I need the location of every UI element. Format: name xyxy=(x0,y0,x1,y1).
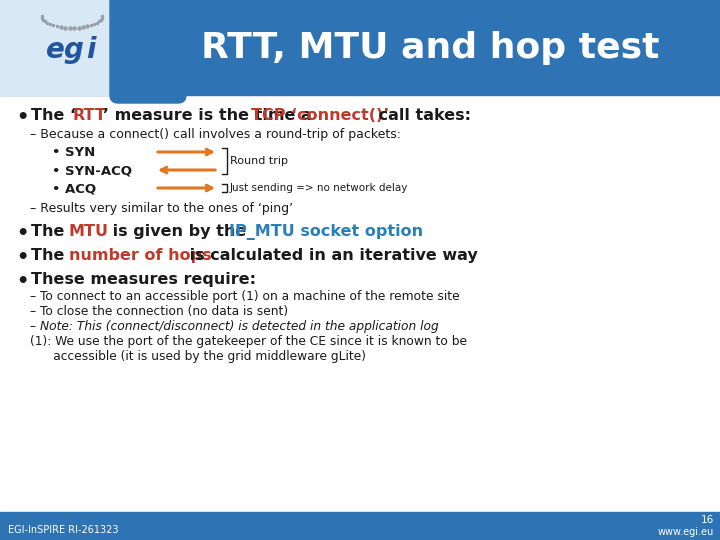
Text: i: i xyxy=(86,36,96,64)
Text: 16: 16 xyxy=(701,515,714,525)
FancyBboxPatch shape xyxy=(110,0,186,103)
Text: TCP ‘connect()’: TCP ‘connect()’ xyxy=(251,108,390,123)
Text: ’ measure is the time a: ’ measure is the time a xyxy=(103,108,318,123)
Text: •: • xyxy=(16,272,28,291)
Text: – Note: This (connect/disconnect) is detected in the application log: – Note: This (connect/disconnect) is det… xyxy=(30,320,438,333)
Text: MTU: MTU xyxy=(69,224,109,239)
Text: Just sending => no network delay: Just sending => no network delay xyxy=(230,183,408,193)
Text: call takes:: call takes: xyxy=(373,108,471,123)
Text: •: • xyxy=(16,224,28,243)
Text: The: The xyxy=(31,224,70,239)
Text: g: g xyxy=(63,36,83,64)
Text: The ‘: The ‘ xyxy=(31,108,76,123)
Text: (1): We use the port of the gatekeeper of the CE since it is known to be: (1): We use the port of the gatekeeper o… xyxy=(30,335,467,348)
Text: Round trip: Round trip xyxy=(230,156,288,166)
Text: is given by the: is given by the xyxy=(107,224,252,239)
Text: accessible (it is used by the grid middleware gLite): accessible (it is used by the grid middl… xyxy=(30,350,366,363)
Text: e: e xyxy=(45,36,64,64)
Text: is calculated in an iterative way: is calculated in an iterative way xyxy=(184,248,478,263)
Text: These measures require:: These measures require: xyxy=(31,272,256,287)
Text: •: • xyxy=(16,108,28,127)
Text: RTT: RTT xyxy=(73,108,107,123)
Bar xyxy=(0,512,720,540)
Text: • ACQ: • ACQ xyxy=(52,182,96,195)
Text: •: • xyxy=(16,248,28,267)
Text: www.egi.eu: www.egi.eu xyxy=(658,527,714,537)
Text: – Because a connect() call involves a round-trip of packets:: – Because a connect() call involves a ro… xyxy=(30,128,401,141)
Text: EGI-InSPIRE RI-261323: EGI-InSPIRE RI-261323 xyxy=(8,525,119,535)
Text: – Results very similar to the ones of ‘ping’: – Results very similar to the ones of ‘p… xyxy=(30,202,293,215)
Text: – To close the connection (no data is sent): – To close the connection (no data is se… xyxy=(30,305,288,318)
Text: RTT, MTU and hop test: RTT, MTU and hop test xyxy=(201,31,660,65)
Text: number of hops: number of hops xyxy=(69,248,212,263)
Text: IP_MTU socket option: IP_MTU socket option xyxy=(229,224,423,240)
Bar xyxy=(0,0,720,95)
Text: – To connect to an accessible port (1) on a machine of the remote site: – To connect to an accessible port (1) o… xyxy=(30,290,459,303)
Text: • SYN: • SYN xyxy=(52,146,95,159)
Bar xyxy=(0,0,160,95)
Text: • SYN-ACQ: • SYN-ACQ xyxy=(52,164,132,177)
Text: The: The xyxy=(31,248,70,263)
